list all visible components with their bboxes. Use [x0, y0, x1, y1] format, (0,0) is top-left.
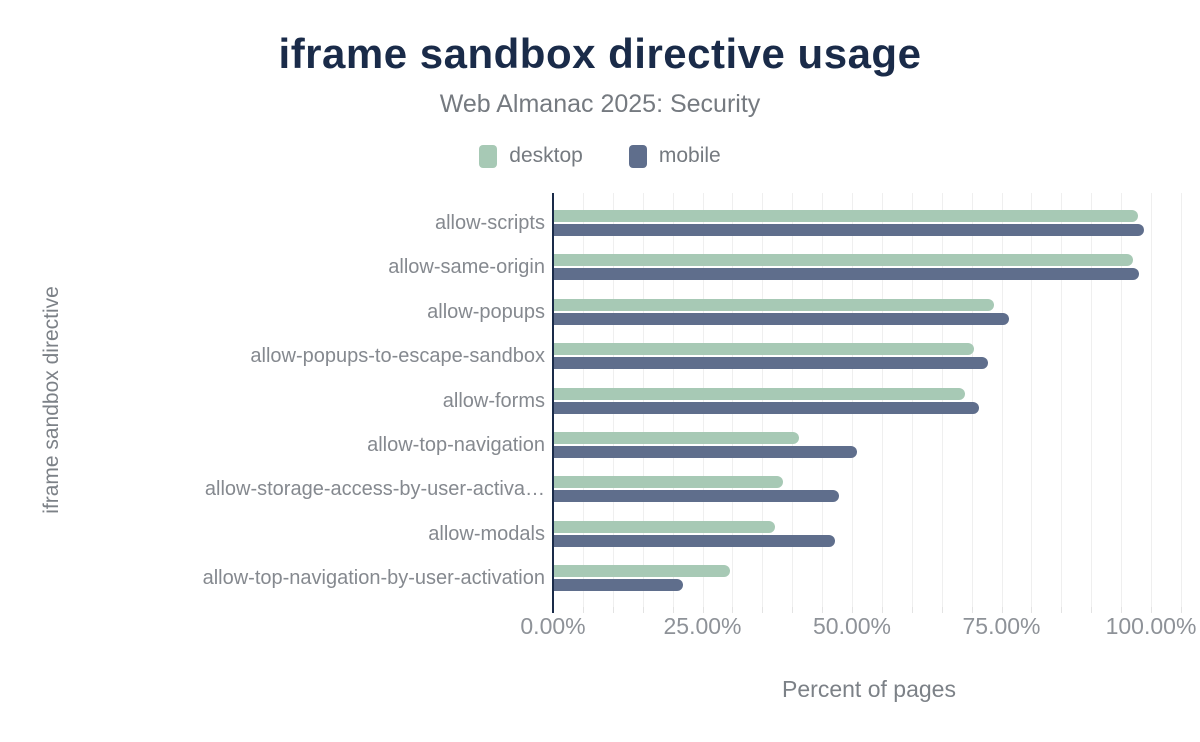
x-axis-tick — [1031, 607, 1033, 613]
legend-label-desktop: desktop — [509, 144, 583, 167]
mobile-bar — [554, 401, 980, 414]
x-axis-tick — [762, 607, 764, 613]
gridline — [1061, 193, 1063, 607]
desktop-bar — [554, 298, 994, 311]
mobile-bar — [554, 534, 836, 547]
mobile-bar — [554, 579, 684, 591]
mobile-bar — [554, 445, 858, 458]
x-tick-label: 0.00% — [520, 613, 586, 639]
category-label: allow-popups — [427, 300, 545, 323]
legend-label-mobile: mobile — [658, 144, 721, 167]
gridline — [1180, 193, 1182, 607]
category-label: allow-popups-to-escape-sandbox — [250, 345, 545, 368]
x-axis-tick — [672, 607, 674, 613]
desktop-bar — [554, 476, 784, 489]
gridline — [642, 193, 644, 607]
x-axis-tick — [702, 607, 704, 613]
x-axis-tick — [582, 607, 584, 613]
desktop-bar — [554, 210, 1139, 222]
gridline — [1151, 193, 1152, 607]
chart-title: iframe sandbox directive usage — [278, 30, 922, 77]
mobile-bar — [554, 312, 1010, 325]
x-axis-tick — [612, 607, 614, 613]
gridline — [1121, 193, 1123, 607]
gridline — [732, 193, 734, 607]
gridline — [941, 193, 943, 607]
x-tick-label: 50.00% — [812, 613, 891, 639]
x-axis-tick — [792, 607, 794, 613]
x-axis-tick — [941, 607, 943, 613]
gridline — [1001, 193, 1003, 607]
category-label: allow-scripts — [434, 212, 545, 234]
gridline — [792, 193, 794, 607]
x-axis-tick — [1091, 607, 1093, 613]
gridline — [672, 193, 674, 607]
mobile-bar — [554, 268, 1140, 281]
mobile-bar — [554, 490, 840, 503]
desktop-bar — [554, 343, 974, 356]
x-tick-label: 100.00% — [1105, 613, 1197, 639]
desktop-bar — [554, 254, 1133, 267]
x-tick-label: 25.00% — [663, 613, 742, 639]
x-axis-tick — [881, 607, 883, 613]
gridline — [971, 193, 973, 607]
category-label: allow-top-navigation — [367, 433, 545, 456]
mobile-bar — [554, 357, 988, 370]
legend-item-desktop: desktop — [479, 144, 583, 168]
gridline — [1031, 193, 1033, 607]
desktop-bar — [554, 565, 730, 577]
gridline — [1091, 193, 1093, 607]
x-axis-tick — [822, 607, 824, 613]
x-axis-tick — [971, 607, 973, 613]
desktop-swatch-icon — [479, 144, 498, 168]
x-axis-tick — [911, 607, 913, 613]
x-axis-tick — [1001, 607, 1003, 613]
gridline — [582, 193, 584, 607]
gridline — [822, 193, 824, 607]
desktop-bar — [554, 431, 799, 444]
x-axis-tick — [852, 607, 853, 613]
desktop-bar — [554, 387, 966, 400]
desktop-bar — [554, 520, 776, 533]
plot-area — [552, 193, 1185, 613]
x-tick-label: 75.00% — [962, 613, 1041, 639]
category-label: allow-same-origin — [388, 256, 545, 279]
x-axis-tick — [1121, 607, 1123, 613]
category-label: allow-storage-access-by-user-activa… — [204, 478, 545, 501]
gridline — [702, 193, 704, 607]
mobile-bar — [554, 224, 1144, 236]
gridline — [911, 193, 913, 607]
legend-item-mobile: mobile — [628, 144, 721, 168]
x-axis-title: Percent of pages — [782, 676, 956, 702]
mobile-swatch-icon — [628, 144, 647, 168]
category-label: allow-top-navigation-by-user-activation — [202, 567, 545, 589]
x-axis-tick — [1061, 607, 1063, 613]
x-axis-tick — [732, 607, 734, 613]
category-label: allow-forms — [442, 389, 545, 412]
y-axis-line — [552, 193, 554, 612]
x-axis-tick — [1180, 607, 1182, 613]
gridline — [612, 193, 614, 607]
x-axis-tick — [642, 607, 644, 613]
chart-subtitle: Web Almanac 2025: Security — [439, 90, 761, 118]
gridline — [852, 193, 853, 607]
gridline — [881, 193, 883, 607]
gridline — [762, 193, 764, 607]
x-axis-tick-zero — [552, 607, 554, 613]
category-label: allow-modals — [428, 522, 545, 545]
legend: desktop mobile — [0, 140, 1200, 172]
x-axis-tick — [1151, 607, 1152, 613]
